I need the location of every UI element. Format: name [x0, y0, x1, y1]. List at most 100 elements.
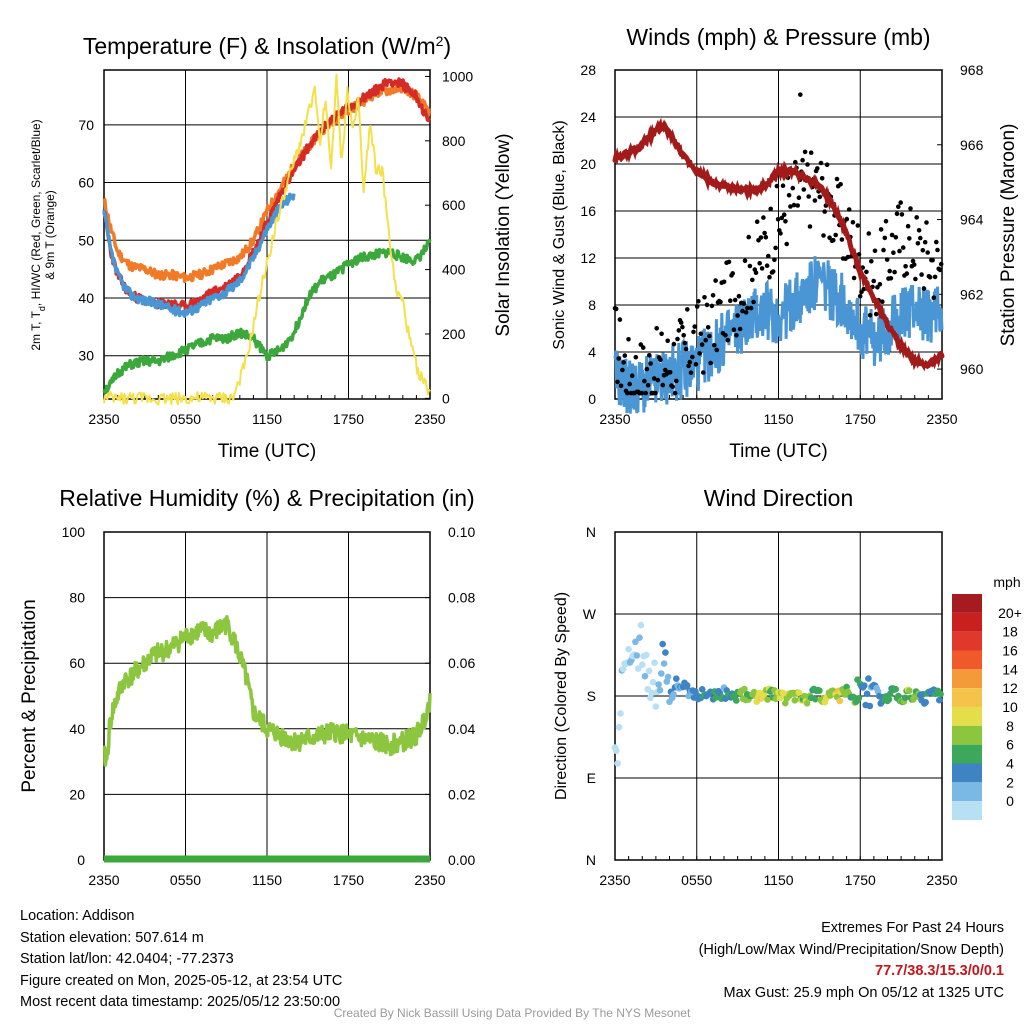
gust-point [819, 161, 824, 166]
gust-point [916, 241, 921, 246]
gust-point [726, 338, 731, 343]
direction-point [733, 697, 740, 704]
gust-point [673, 391, 678, 396]
legend-swatch [952, 651, 982, 670]
gust-point [715, 348, 720, 353]
y-tick-label: 20 [69, 786, 85, 802]
direction-point [634, 652, 641, 659]
credit-text: Created By Nick Bassill Using Data Provi… [0, 1006, 1024, 1020]
gust-point [928, 275, 933, 280]
gust-point [896, 204, 901, 209]
gust-point [674, 379, 679, 384]
y2-tick-label: 966 [960, 137, 984, 153]
direction-point [651, 659, 658, 666]
gust-point [703, 338, 708, 343]
gust-point [775, 184, 780, 189]
gust-point [718, 300, 723, 305]
gust-point [677, 328, 682, 333]
y-tick-label: 70 [78, 117, 94, 133]
gust-point [820, 176, 825, 181]
gust-point [619, 384, 624, 389]
x-axis-label: Time (UTC) [729, 441, 828, 462]
y-tick-label: E [587, 770, 596, 786]
extremes-title: Extremes For Past 24 Hours [699, 918, 1004, 940]
direction-point [614, 760, 621, 767]
gust-point [881, 248, 886, 253]
max-gust-text: Max Gust: 25.9 mph On 05/12 at 1325 UTC [699, 983, 1004, 1005]
gust-point [702, 295, 707, 300]
panel-title: Winds (mph) & Pressure (mb) [626, 24, 930, 50]
x-tick-label: 2350 [414, 411, 445, 427]
gust-point [695, 304, 700, 309]
gust-point [711, 293, 716, 298]
gust-point [933, 275, 938, 280]
y-tick-label: 100 [62, 524, 86, 540]
x-tick-label: 2350 [88, 411, 119, 427]
gust-point [659, 332, 664, 337]
x-tick-label: 2350 [926, 872, 957, 888]
legend-swatch [952, 669, 982, 688]
gust-point [743, 259, 748, 264]
gust-point [683, 341, 688, 346]
gust-point [670, 385, 675, 390]
gust-point [675, 337, 680, 342]
gust-point [732, 327, 737, 332]
y-tick-label: 40 [69, 721, 85, 737]
gust-point [791, 186, 796, 191]
gust-point [878, 282, 883, 287]
y-tick-label: 60 [69, 655, 85, 671]
gust-point [734, 333, 739, 338]
gust-point [654, 326, 659, 331]
y-axis-label: Percent & Precipitation [19, 599, 40, 792]
gust-point [688, 360, 693, 365]
gust-point [795, 203, 800, 208]
x-tick-label: 0550 [170, 872, 201, 888]
legend-swatch [952, 764, 982, 783]
gust-point [891, 250, 896, 255]
x-tick-label: 2350 [599, 872, 630, 888]
gust-point [922, 286, 927, 291]
legend-swatch [952, 782, 982, 801]
gust-point [737, 294, 742, 299]
y2-tick-label: 0.04 [448, 721, 475, 737]
y-axis-label-line2: & 9m T (Orange) [43, 190, 57, 280]
gust-point [822, 209, 827, 214]
gust-point [685, 307, 690, 312]
gust-point [738, 327, 743, 332]
gust-point [939, 262, 944, 267]
y2-tick-label: 960 [960, 361, 984, 377]
gust-point [762, 231, 767, 236]
gust-point [874, 312, 879, 317]
y2-tick-label: 968 [960, 62, 984, 78]
gust-point [868, 313, 873, 318]
direction-point [937, 691, 944, 698]
direction-point [616, 724, 623, 731]
figure: 2350 0550 1150 1750 235030405060700200400600… [0, 0, 1024, 1024]
gust-point [642, 379, 647, 384]
gust-point [746, 235, 751, 240]
direction-point [670, 691, 677, 698]
direction-point [636, 634, 643, 641]
gust-point [728, 298, 733, 303]
gust-point [754, 270, 759, 275]
gust-point [692, 324, 697, 329]
direction-point [613, 748, 620, 755]
direction-point [657, 687, 664, 694]
y2-tick-label: 1000 [442, 68, 473, 84]
gust-point [722, 280, 727, 285]
gust-point [833, 233, 838, 238]
direction-point [653, 703, 660, 710]
gust-point [835, 177, 840, 182]
direction-point [661, 660, 668, 667]
gust-point [906, 224, 911, 229]
x-tick-label: 0550 [170, 411, 201, 427]
legend-label: 14 [1002, 661, 1018, 677]
gust-point [661, 383, 666, 388]
x-tick-label: 1150 [252, 411, 282, 427]
gust-point [907, 236, 912, 241]
y2-tick-label: 600 [442, 197, 466, 213]
gust-point [903, 264, 908, 269]
gust-point [759, 235, 764, 240]
gust-point [767, 275, 772, 280]
gust-point [938, 268, 943, 273]
